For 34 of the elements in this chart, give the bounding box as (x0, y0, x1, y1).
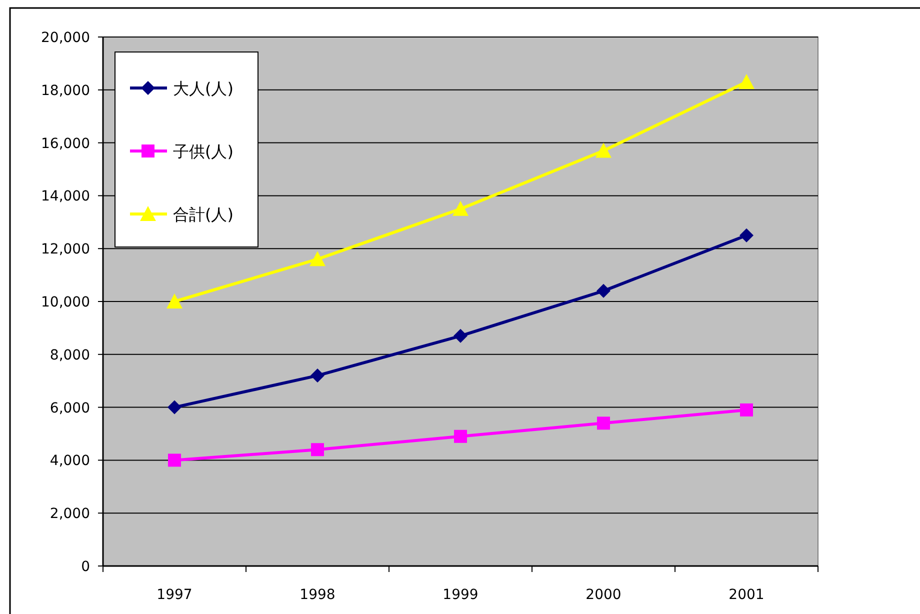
point (311, 443, 324, 456)
point (738, 74, 754, 89)
y-tick-label: 14,000 (41, 188, 90, 205)
legend-label: 子供(人) (173, 142, 234, 161)
x-tick-label: 1999 (442, 587, 478, 603)
x-tick-label: 1997 (156, 587, 192, 603)
y-tick-label: 6,000 (50, 400, 90, 416)
legend-label: 大人(人) (173, 79, 234, 98)
y-tick-label: 8,000 (50, 347, 90, 364)
y-tick-label: 4,000 (50, 453, 90, 470)
point (310, 251, 326, 266)
point (596, 284, 610, 298)
point (168, 400, 182, 414)
point (596, 142, 612, 158)
x-tick-label: 1998 (300, 587, 336, 603)
point (310, 368, 324, 383)
point (740, 228, 754, 242)
point (452, 200, 468, 216)
y-tick-label: 12,000 (41, 242, 90, 258)
y-tick-label: 10,000 (41, 294, 90, 310)
x-tick-label: 2001 (728, 587, 764, 603)
y-tick-label: 20,000 (41, 30, 90, 46)
point (454, 328, 468, 343)
y-tick-label: 0 (81, 559, 90, 575)
y-tick-label: 2,000 (50, 506, 90, 522)
x-tick-label: 2000 (586, 587, 622, 603)
point (166, 294, 182, 308)
y-tick-label: 16,000 (41, 136, 90, 152)
point (740, 403, 753, 416)
point (168, 454, 181, 467)
legend-label: 合計(人) (173, 205, 234, 224)
point (597, 416, 610, 430)
point (454, 430, 467, 443)
y-tick-label: 18,000 (41, 82, 90, 99)
